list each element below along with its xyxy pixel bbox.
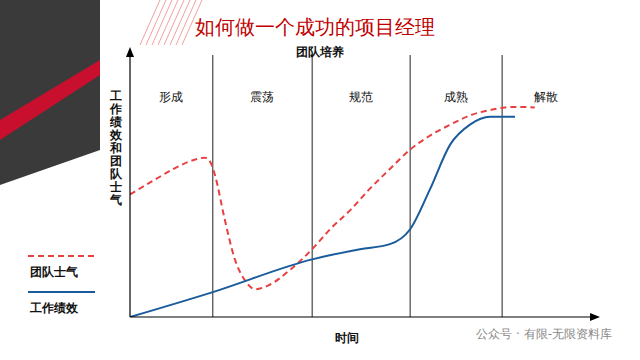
svg-text:工作绩效: 工作绩效	[29, 301, 79, 315]
svg-text:公众号 · 有限-无限资料库: 公众号 · 有限-无限资料库	[476, 327, 612, 341]
svg-text:形成: 形成	[159, 90, 183, 104]
svg-text:工: 工	[109, 89, 122, 103]
svg-text:作: 作	[109, 102, 122, 116]
svg-text:队: 队	[110, 167, 123, 181]
svg-text:震荡: 震荡	[250, 90, 274, 104]
svg-text:成熟: 成熟	[444, 90, 468, 104]
svg-text:绩: 绩	[109, 115, 122, 129]
svg-text:团队士气: 团队士气	[30, 265, 78, 279]
svg-text:团: 团	[110, 154, 122, 168]
svg-text:气: 气	[109, 193, 122, 207]
svg-text:如何做一个成功的项目经理: 如何做一个成功的项目经理	[195, 15, 435, 39]
svg-text:解散: 解散	[534, 90, 558, 104]
svg-text:士: 士	[109, 180, 122, 194]
svg-text:效: 效	[109, 128, 123, 142]
svg-text:团队培养: 团队培养	[296, 45, 344, 59]
svg-text:和: 和	[109, 141, 122, 155]
svg-text:规范: 规范	[349, 90, 373, 104]
svg-text:时间: 时间	[335, 331, 359, 345]
